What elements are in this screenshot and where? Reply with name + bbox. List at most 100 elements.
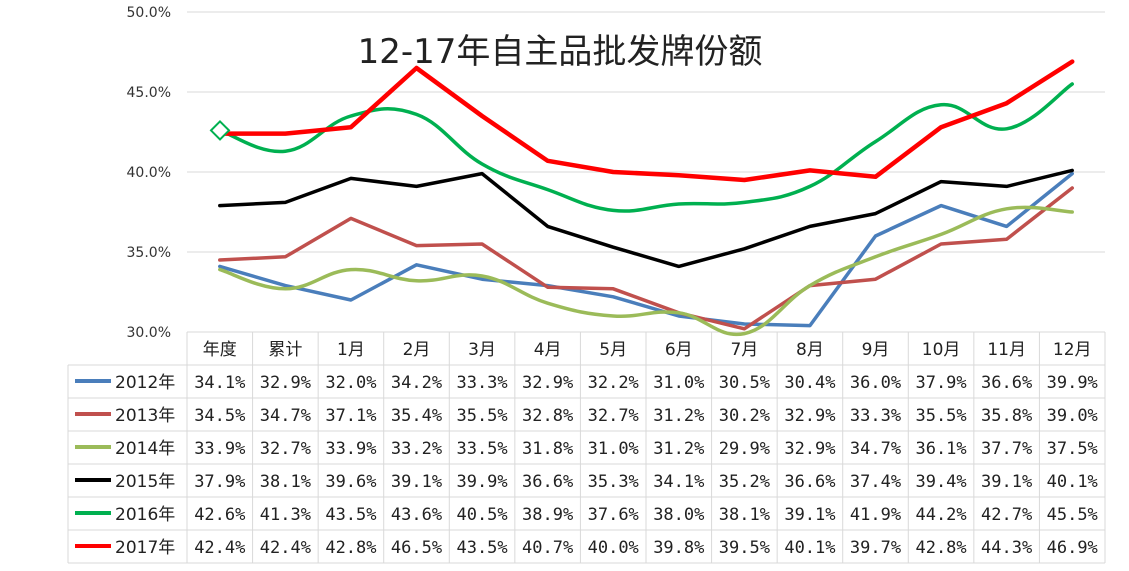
- x-tick-label: 8月: [796, 340, 824, 360]
- x-tick-label: 10月: [922, 340, 961, 360]
- table-cell: 41.9%: [850, 505, 901, 525]
- x-tick-label: 7月: [730, 340, 758, 360]
- series-line-6: [217, 59, 1075, 183]
- table-cell: 34.5%: [194, 406, 245, 426]
- table-cell: 29.9%: [719, 439, 770, 459]
- x-tick-label: 1月: [337, 340, 365, 360]
- table-cell: 33.2%: [391, 439, 442, 459]
- table-cell: 40.7%: [522, 538, 573, 558]
- table-cell: 42.4%: [260, 538, 311, 558]
- y-tick-label: 40.0%: [127, 165, 171, 181]
- table-cell: 40.1%: [1047, 472, 1098, 492]
- x-tick-label: 年度: [203, 340, 237, 360]
- table-cell: 38.1%: [719, 505, 770, 525]
- table-cell: 36.6%: [784, 472, 835, 492]
- chart-title: 12-17年自主品批发牌份额: [358, 32, 763, 72]
- x-tick-label: 6月: [665, 340, 693, 360]
- table-cell: 33.9%: [194, 439, 245, 459]
- table-cell: 44.2%: [915, 505, 966, 525]
- x-tick-label: 累计: [268, 340, 302, 360]
- table-cell: 30.2%: [719, 406, 770, 426]
- table-cell: 35.5%: [915, 406, 966, 426]
- table-cell: 35.8%: [981, 406, 1032, 426]
- x-tick-label: 3月: [468, 340, 496, 360]
- selected-point-marker: [209, 119, 231, 141]
- series-line-3: [218, 205, 1074, 337]
- table-cell: 32.0%: [325, 373, 376, 393]
- x-tick-label: 12月: [1053, 340, 1092, 360]
- table-cell: 31.2%: [653, 406, 704, 426]
- table-cell: 35.5%: [456, 406, 507, 426]
- legend-entry: 2015年: [115, 472, 175, 492]
- table-cell: 38.1%: [260, 472, 311, 492]
- table-cell: 37.4%: [850, 472, 901, 492]
- table-cell: 43.5%: [325, 505, 376, 525]
- x-tick-label: 4月: [534, 340, 562, 360]
- table-cell: 33.5%: [456, 439, 507, 459]
- table-cell: 35.2%: [719, 472, 770, 492]
- table-cell: 32.9%: [260, 373, 311, 393]
- table-cell: 30.5%: [719, 373, 770, 393]
- legend-entry: 2013年: [115, 406, 175, 426]
- table-cell: 34.1%: [194, 373, 245, 393]
- table-cell: 38.9%: [522, 505, 573, 525]
- table-cell: 39.8%: [653, 538, 704, 558]
- table-cell: 42.7%: [981, 505, 1032, 525]
- table-cell: 32.2%: [588, 373, 639, 393]
- table-cell: 35.4%: [391, 406, 442, 426]
- table-cell: 31.8%: [522, 439, 573, 459]
- table-cell: 40.0%: [588, 538, 639, 558]
- table-cell: 31.2%: [653, 439, 704, 459]
- y-tick-label: 30.0%: [127, 325, 171, 341]
- table-cell: 39.1%: [981, 472, 1032, 492]
- table-cell: 45.5%: [1047, 505, 1098, 525]
- table-cell: 30.4%: [784, 373, 835, 393]
- table-cell: 39.6%: [325, 472, 376, 492]
- table-cell: 37.5%: [1047, 439, 1098, 459]
- legend-entry: 2016年: [115, 505, 175, 525]
- table-cell: 34.1%: [653, 472, 704, 492]
- table-cell: 43.5%: [456, 538, 507, 558]
- table-cell: 36.6%: [981, 373, 1032, 393]
- table-cell: 42.6%: [194, 505, 245, 525]
- table-cell: 32.9%: [784, 439, 835, 459]
- table-cell: 37.7%: [981, 439, 1032, 459]
- y-tick-label: 50.0%: [127, 5, 171, 21]
- table-cell: 36.6%: [522, 472, 573, 492]
- table-cell: 37.1%: [325, 406, 376, 426]
- table-cell: 36.1%: [915, 439, 966, 459]
- y-axis-ticks: 30.0% 35.0% 40.0% 45.0% 50.0%: [127, 5, 171, 341]
- table-cell: 39.1%: [391, 472, 442, 492]
- table-cell: 43.6%: [391, 505, 442, 525]
- table-cell: 34.7%: [260, 406, 311, 426]
- legend-entry: 2012年: [115, 373, 175, 393]
- table-cell: 34.7%: [850, 439, 901, 459]
- table-cell: 31.0%: [588, 439, 639, 459]
- table-cell: 37.9%: [915, 373, 966, 393]
- x-tick-label: 11月: [987, 340, 1026, 360]
- table-cell: 38.0%: [653, 505, 704, 525]
- table-cell: 35.3%: [588, 472, 639, 492]
- series-lines: [209, 59, 1075, 337]
- table-cell: 39.9%: [1047, 373, 1098, 393]
- series-line-1: [218, 171, 1074, 328]
- table-cell: 37.9%: [194, 472, 245, 492]
- table-cell: 32.7%: [588, 406, 639, 426]
- series-line-2: [218, 186, 1074, 331]
- table-cell: 40.1%: [784, 538, 835, 558]
- table-cell: 39.7%: [850, 538, 901, 558]
- table-cell: 39.0%: [1047, 406, 1098, 426]
- table-cell: 42.8%: [325, 538, 376, 558]
- table-cell: 32.7%: [260, 439, 311, 459]
- data-table: 年度 累计 1月 2月 3月 4月 5月 6月 7月 8月 9月 10月 11月 12月 2012年 34.1…: [67, 331, 1106, 564]
- table-cell: 32.9%: [784, 406, 835, 426]
- table-cell: 33.9%: [325, 439, 376, 459]
- table-cell: 42.8%: [915, 538, 966, 558]
- table-cell: 44.3%: [981, 538, 1032, 558]
- table-cell: 36.0%: [850, 373, 901, 393]
- table-cell: 42.4%: [194, 538, 245, 558]
- table-cell: 33.3%: [456, 373, 507, 393]
- table-cell: 39.1%: [784, 505, 835, 525]
- x-tick-label: 9月: [862, 340, 890, 360]
